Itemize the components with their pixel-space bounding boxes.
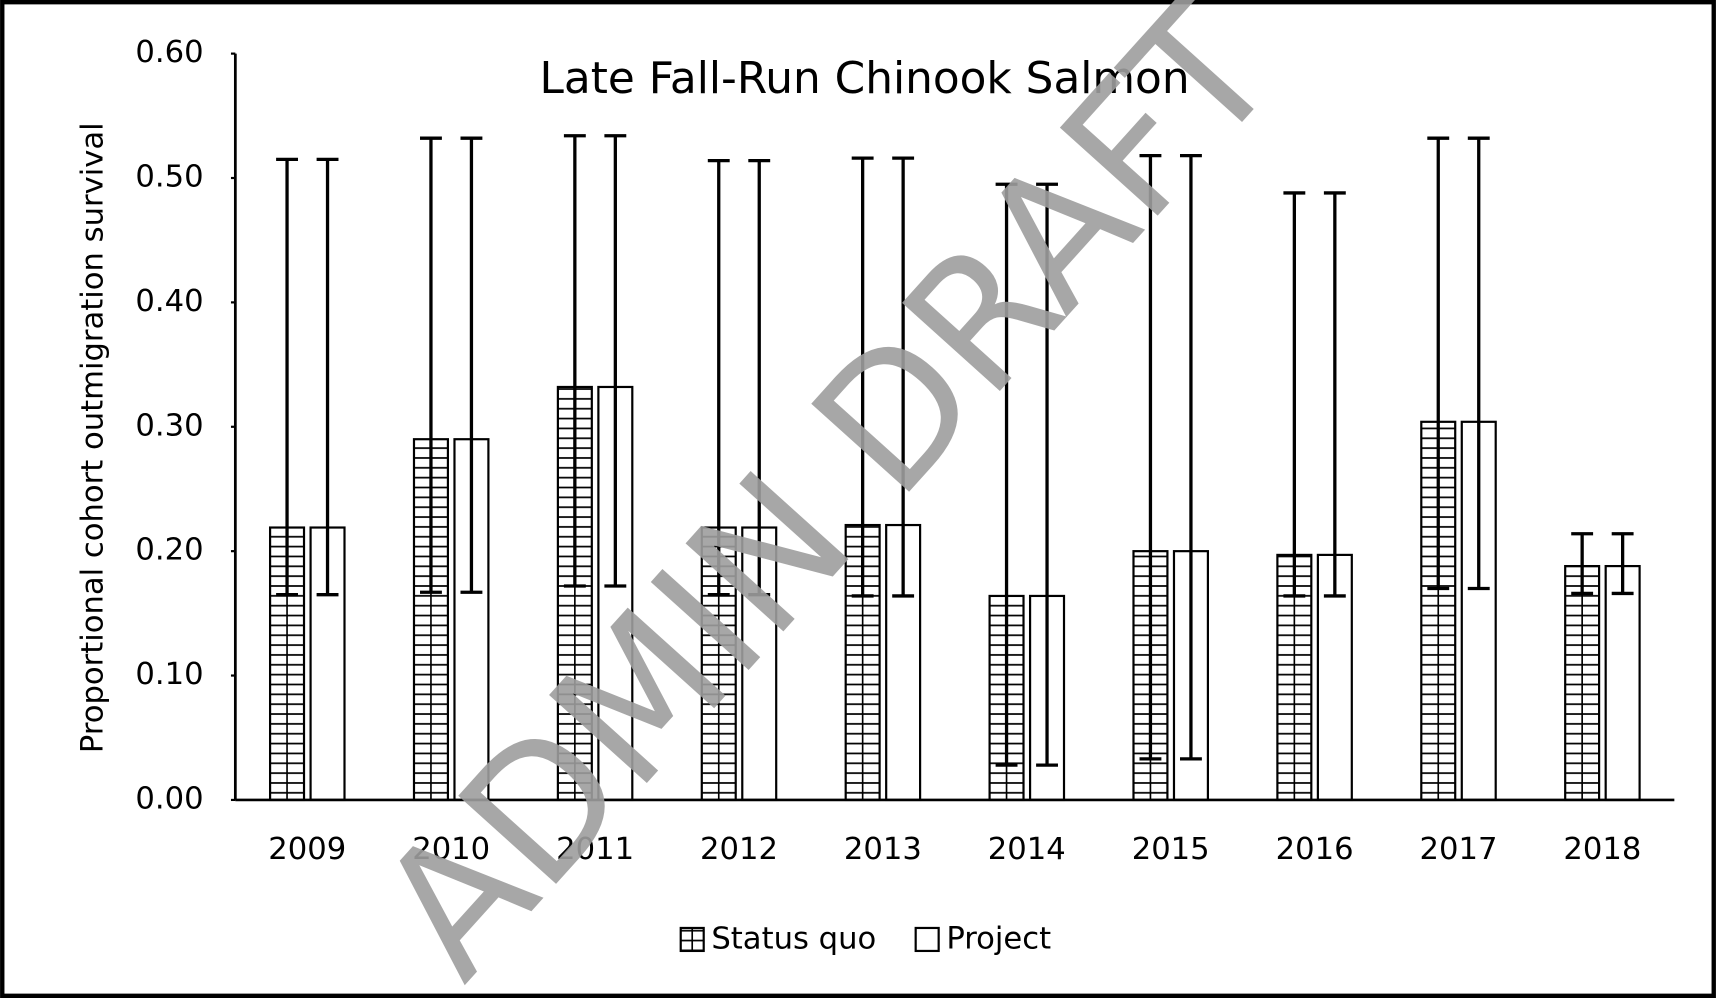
y-tick-label: 0.40 bbox=[135, 284, 203, 319]
bar bbox=[1604, 564, 1641, 802]
x-tick-label: 2018 bbox=[1563, 832, 1641, 867]
y-tick-label: 0.50 bbox=[135, 160, 203, 195]
x-tick-label: 2009 bbox=[268, 832, 346, 867]
y-axis-label: Proportional cohort outmigration surviva… bbox=[76, 122, 111, 753]
y-tick-label: 0.30 bbox=[135, 408, 203, 443]
y-tick-label: 0.10 bbox=[135, 657, 203, 692]
x-tick-label: 2017 bbox=[1420, 832, 1498, 867]
legend-swatch bbox=[914, 926, 940, 953]
x-tick-label: 2015 bbox=[1132, 832, 1210, 867]
x-tick-label: 2012 bbox=[700, 832, 778, 867]
x-tick-label: 2013 bbox=[844, 832, 922, 867]
x-tick-label: 2010 bbox=[412, 832, 490, 867]
x-tick-label: 2011 bbox=[556, 832, 634, 867]
x-tick-label: 2014 bbox=[988, 832, 1066, 867]
chart-title: Late Fall-Run Chinook Salmon bbox=[540, 53, 1190, 104]
y-tick-label: 0.00 bbox=[135, 781, 203, 816]
legend-label: Project bbox=[946, 922, 1051, 957]
legend-label: Status quo bbox=[711, 922, 876, 957]
x-tick-label: 2016 bbox=[1276, 832, 1354, 867]
y-tick-label: 0.60 bbox=[135, 35, 203, 70]
y-tick-label: 0.20 bbox=[135, 533, 203, 568]
